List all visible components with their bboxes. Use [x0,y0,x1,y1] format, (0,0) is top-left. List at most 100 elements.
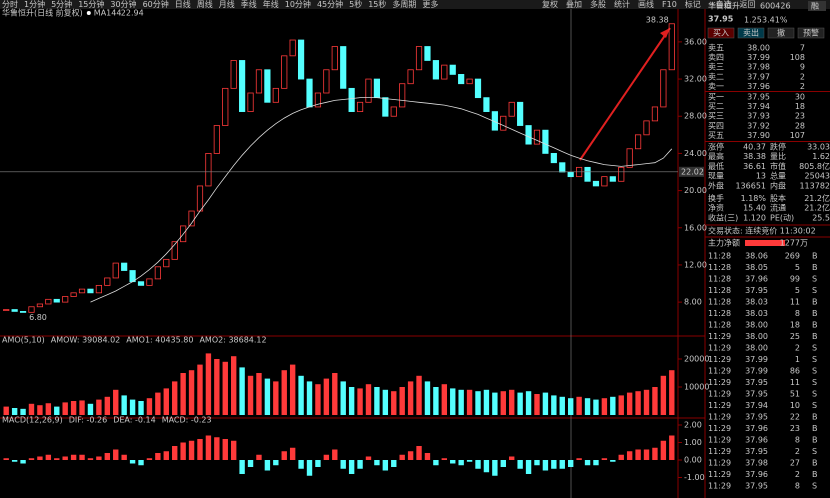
candle-body [239,60,246,112]
book-volume: 7 [800,44,805,53]
bar [54,406,60,415]
trade-volume: 8 [795,436,800,445]
trade-button[interactable]: 卖出 [743,28,759,38]
period-tab[interactable]: 15秒 [368,0,386,9]
book-volume: 2 [800,72,805,81]
candle-body [19,311,27,313]
tool-tab[interactable]: 多股 [590,0,606,9]
candle-body [382,97,389,117]
candle-body [247,92,254,112]
stat-label: 外盘 [708,180,724,190]
chart-title: 华鲁恒升(日线 前复权) [2,8,83,18]
tool-tab[interactable]: 叠加 [566,0,582,9]
candle-body [255,69,263,94]
bar [433,387,439,415]
bar [551,460,557,469]
ma-name: MA144 [94,9,122,18]
bar [374,387,380,415]
trade-price: 38.00 [745,332,768,341]
candle-body [213,125,220,154]
bar [172,446,178,460]
trade-side: S [812,367,817,376]
trade-time: 11:29 [708,482,731,491]
period-tab[interactable]: 5分钟 [51,0,72,9]
period-tab[interactable]: 15分钟 [78,0,104,9]
trade-time: 11:29 [708,378,731,387]
bar [509,456,515,460]
bar [45,454,52,460]
candle-body [146,278,153,286]
period-tab[interactable]: 45分钟 [317,0,343,9]
bar [534,394,540,415]
period-tab[interactable]: 1分钟 [24,0,45,9]
ma-line [90,97,673,303]
trade-price: 37.95 [745,390,768,399]
bar [289,364,296,415]
bar [492,460,498,476]
period-tab[interactable]: 10分钟 [285,0,311,9]
candle-body [415,46,423,71]
bar [332,373,338,415]
trade-side: S [812,447,817,456]
period-tab[interactable]: 30分钟 [110,0,136,9]
bar [70,401,77,415]
stat-label: 跌停 [770,142,786,152]
book-volume: 23 [795,112,805,121]
period-tab[interactable]: 更多 [422,0,438,9]
bar [559,396,565,415]
candle-body [483,97,490,112]
toolbar-bg [0,0,830,9]
tool-tab[interactable]: 返回 [739,0,755,9]
bar [593,399,599,415]
stat-label: 现量 [708,172,724,181]
stat-value: 805.8亿 [799,161,830,171]
trade-side: S [812,275,817,284]
candle-body [466,78,473,85]
trade-side: B [812,321,818,330]
candle-body [348,87,355,112]
bar [348,460,355,474]
book-volume: 28 [795,121,805,130]
tool-tab[interactable]: 标记 [685,0,701,9]
candle-body [196,185,204,212]
period-tab[interactable]: 月线 [219,0,235,9]
trade-button[interactable]: 撤 [777,28,785,38]
period-tab[interactable]: 年线 [263,0,279,9]
button-bg[interactable] [737,27,765,39]
candle-body [634,134,642,150]
bar [323,454,330,460]
tool-tab[interactable]: +自选 [709,0,732,9]
trade-button[interactable]: 买入 [713,29,729,38]
period-tab[interactable]: 多周期 [392,0,416,9]
stat-value: 1.18% [741,194,767,203]
flow-value: 1277万 [780,239,808,248]
period-tab[interactable]: 分时 [2,0,18,9]
button-bg[interactable] [707,27,735,39]
candle-body [121,262,128,271]
tool-tab[interactable]: 复权 [542,0,558,9]
trade-volume: 51 [790,390,800,399]
candle-body [314,92,322,108]
button-bg[interactable] [767,27,795,39]
period-tab[interactable]: 60分钟 [143,0,169,9]
bar [129,399,136,415]
period-tab[interactable]: 季线 [241,0,257,9]
candle-body [222,87,229,126]
candle-body [592,180,600,187]
button-bg[interactable] [797,27,825,39]
y-tick-label: 8.00 [684,298,702,307]
trade-side: S [812,378,817,387]
stat-label: 最高 [708,151,724,161]
trade-price: 37.95 [745,447,768,456]
trade-volume: 99 [790,275,800,284]
period-tab[interactable]: 周线 [197,0,213,9]
bar [214,359,220,415]
candle-body [356,101,364,112]
period-tab[interactable]: 5秒 [349,0,362,9]
tool-tab[interactable]: F10 [662,0,677,9]
period-tab[interactable]: 日线 [175,0,191,9]
stat-value: 25043 [805,172,830,181]
tool-tab[interactable]: 画线 [638,0,654,9]
trade-button[interactable]: 预警 [803,28,819,38]
tool-tab[interactable]: 统计 [614,0,630,9]
